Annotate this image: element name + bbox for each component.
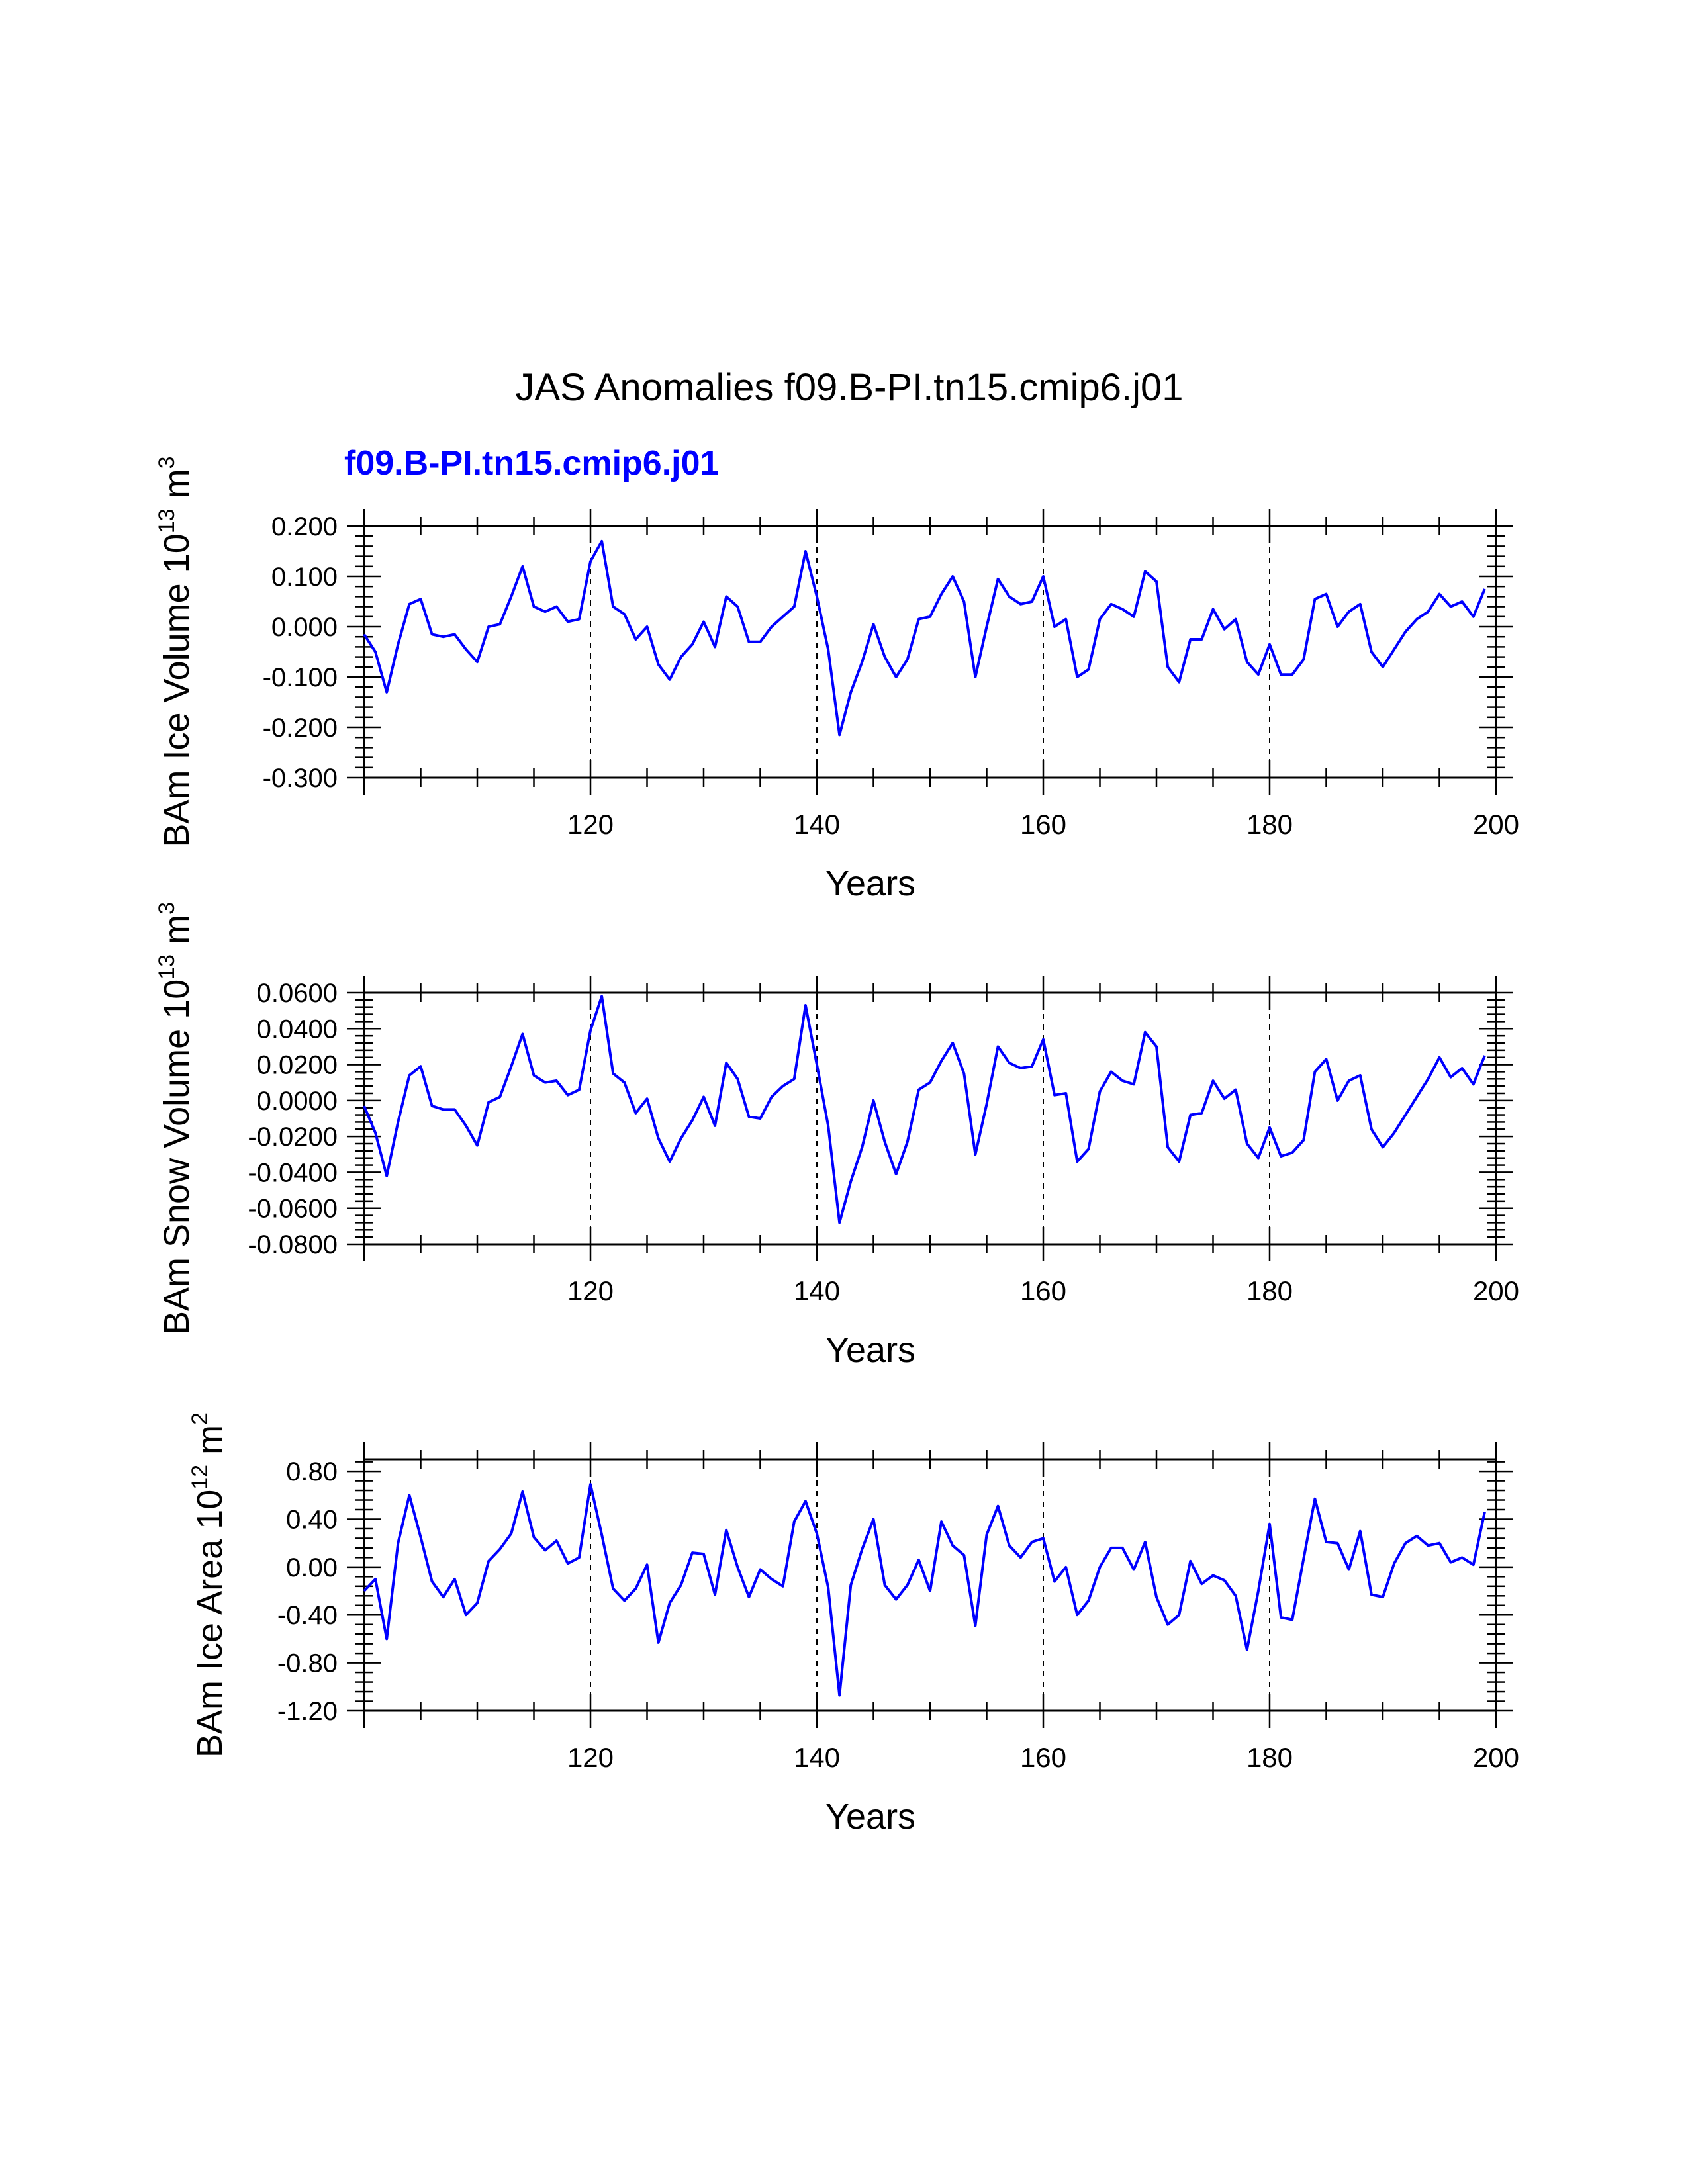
plot-frame [363, 991, 1497, 1246]
y-label-exponent: 13 [154, 954, 179, 979]
y-tick-label: 0.200 [271, 512, 338, 541]
x-tick-label: 180 [1246, 1742, 1293, 1773]
y-label-exponent: 12 [187, 1465, 212, 1490]
x-tick-label: 200 [1473, 809, 1519, 840]
x-tick-label: 120 [567, 1742, 614, 1773]
x-tick-label: 120 [567, 1275, 614, 1306]
x-axis-label: Years [825, 864, 915, 903]
y-label-unit-exponent: 3 [154, 457, 179, 469]
y-axis-label: BAm Ice Volume 1013 m3 [154, 457, 197, 848]
y-tick-label: -0.300 [263, 764, 338, 793]
y-label-unit: m [190, 1425, 230, 1465]
y-tick-label: -0.0200 [248, 1122, 338, 1152]
plot-frame [363, 525, 1497, 779]
y-tick-label: 0.0000 [257, 1087, 338, 1116]
x-tick-label: 120 [567, 809, 614, 840]
y-tick-label: 0.100 [271, 563, 338, 592]
y-tick-label: -0.0600 [248, 1195, 338, 1224]
chart-panel-1: 120 140 160 180 200 0.200 0.100 0.000 -0.100 -0.2… [154, 457, 1519, 904]
y-tick-label: -0.0800 [248, 1230, 338, 1259]
series-line [363, 1483, 1486, 1697]
chart-panel-3: 120 140 160 180 200 0.80 0.40 0.00 -0.40 -0.80 -1.… [187, 1412, 1519, 1837]
x-tick-label: 180 [1246, 1275, 1293, 1306]
x-tick-label: 140 [794, 809, 840, 840]
y-axis-label: BAm Ice Area 1012 m2 [187, 1412, 230, 1758]
y-tick-label: -0.80 [277, 1649, 338, 1678]
y-tick-label: -0.40 [277, 1601, 338, 1630]
y-tick-label: -1.20 [277, 1697, 338, 1726]
y-label-unit-exponent: 2 [187, 1412, 212, 1425]
y-label-exponent: 13 [154, 508, 179, 533]
y-label-text: BAm Ice Volume 10 [157, 533, 197, 847]
y-tick-label: 0.0200 [257, 1051, 338, 1080]
x-tick-label: 200 [1473, 1275, 1519, 1306]
y-tick-label: 0.40 [286, 1505, 338, 1534]
y-label-unit: m [157, 915, 197, 954]
chart-panel-2: 120 140 160 180 200 0.0600 0.0400 0.0200 0.0000 -… [154, 902, 1519, 1370]
y-tick-label: 0.0600 [257, 979, 338, 1008]
x-tick-label: 140 [794, 1742, 840, 1773]
y-tick-label: 0.0400 [257, 1015, 338, 1044]
y-label-text: BAm Snow Volume 10 [157, 979, 197, 1335]
y-tick-label: 0.00 [286, 1553, 338, 1582]
x-tick-label: 160 [1020, 1275, 1066, 1306]
x-axis-label: Years [825, 1330, 915, 1370]
panels-group: 120 140 160 180 200 0.200 0.100 0.000 -0.100 -0.2… [154, 457, 1519, 1837]
y-tick-label: -0.0400 [248, 1158, 338, 1187]
x-axis-label: Years [825, 1797, 915, 1837]
series-line [363, 539, 1486, 737]
x-tick-label: 160 [1020, 809, 1066, 840]
x-tick-label: 160 [1020, 1742, 1066, 1773]
main-title: JAS Anomalies f09.B-PI.tn15.cmip6.j01 [515, 366, 1183, 409]
y-label-unit-exponent: 3 [154, 902, 179, 915]
y-axis-label: BAm Snow Volume 1013 m3 [154, 902, 197, 1335]
y-tick-label: -0.200 [263, 713, 338, 743]
y-label-text: BAm Ice Area 10 [190, 1490, 230, 1758]
series-line [363, 995, 1486, 1224]
y-label-unit: m [157, 469, 197, 508]
x-tick-label: 200 [1473, 1742, 1519, 1773]
run-subtitle: f09.B-PI.tn15.cmip6.j01 [344, 444, 719, 482]
y-tick-label: 0.80 [286, 1457, 338, 1486]
y-tick-label: 0.000 [271, 613, 338, 642]
x-tick-label: 180 [1246, 809, 1293, 840]
y-tick-label: -0.100 [263, 663, 338, 692]
x-tick-label: 140 [794, 1275, 840, 1306]
